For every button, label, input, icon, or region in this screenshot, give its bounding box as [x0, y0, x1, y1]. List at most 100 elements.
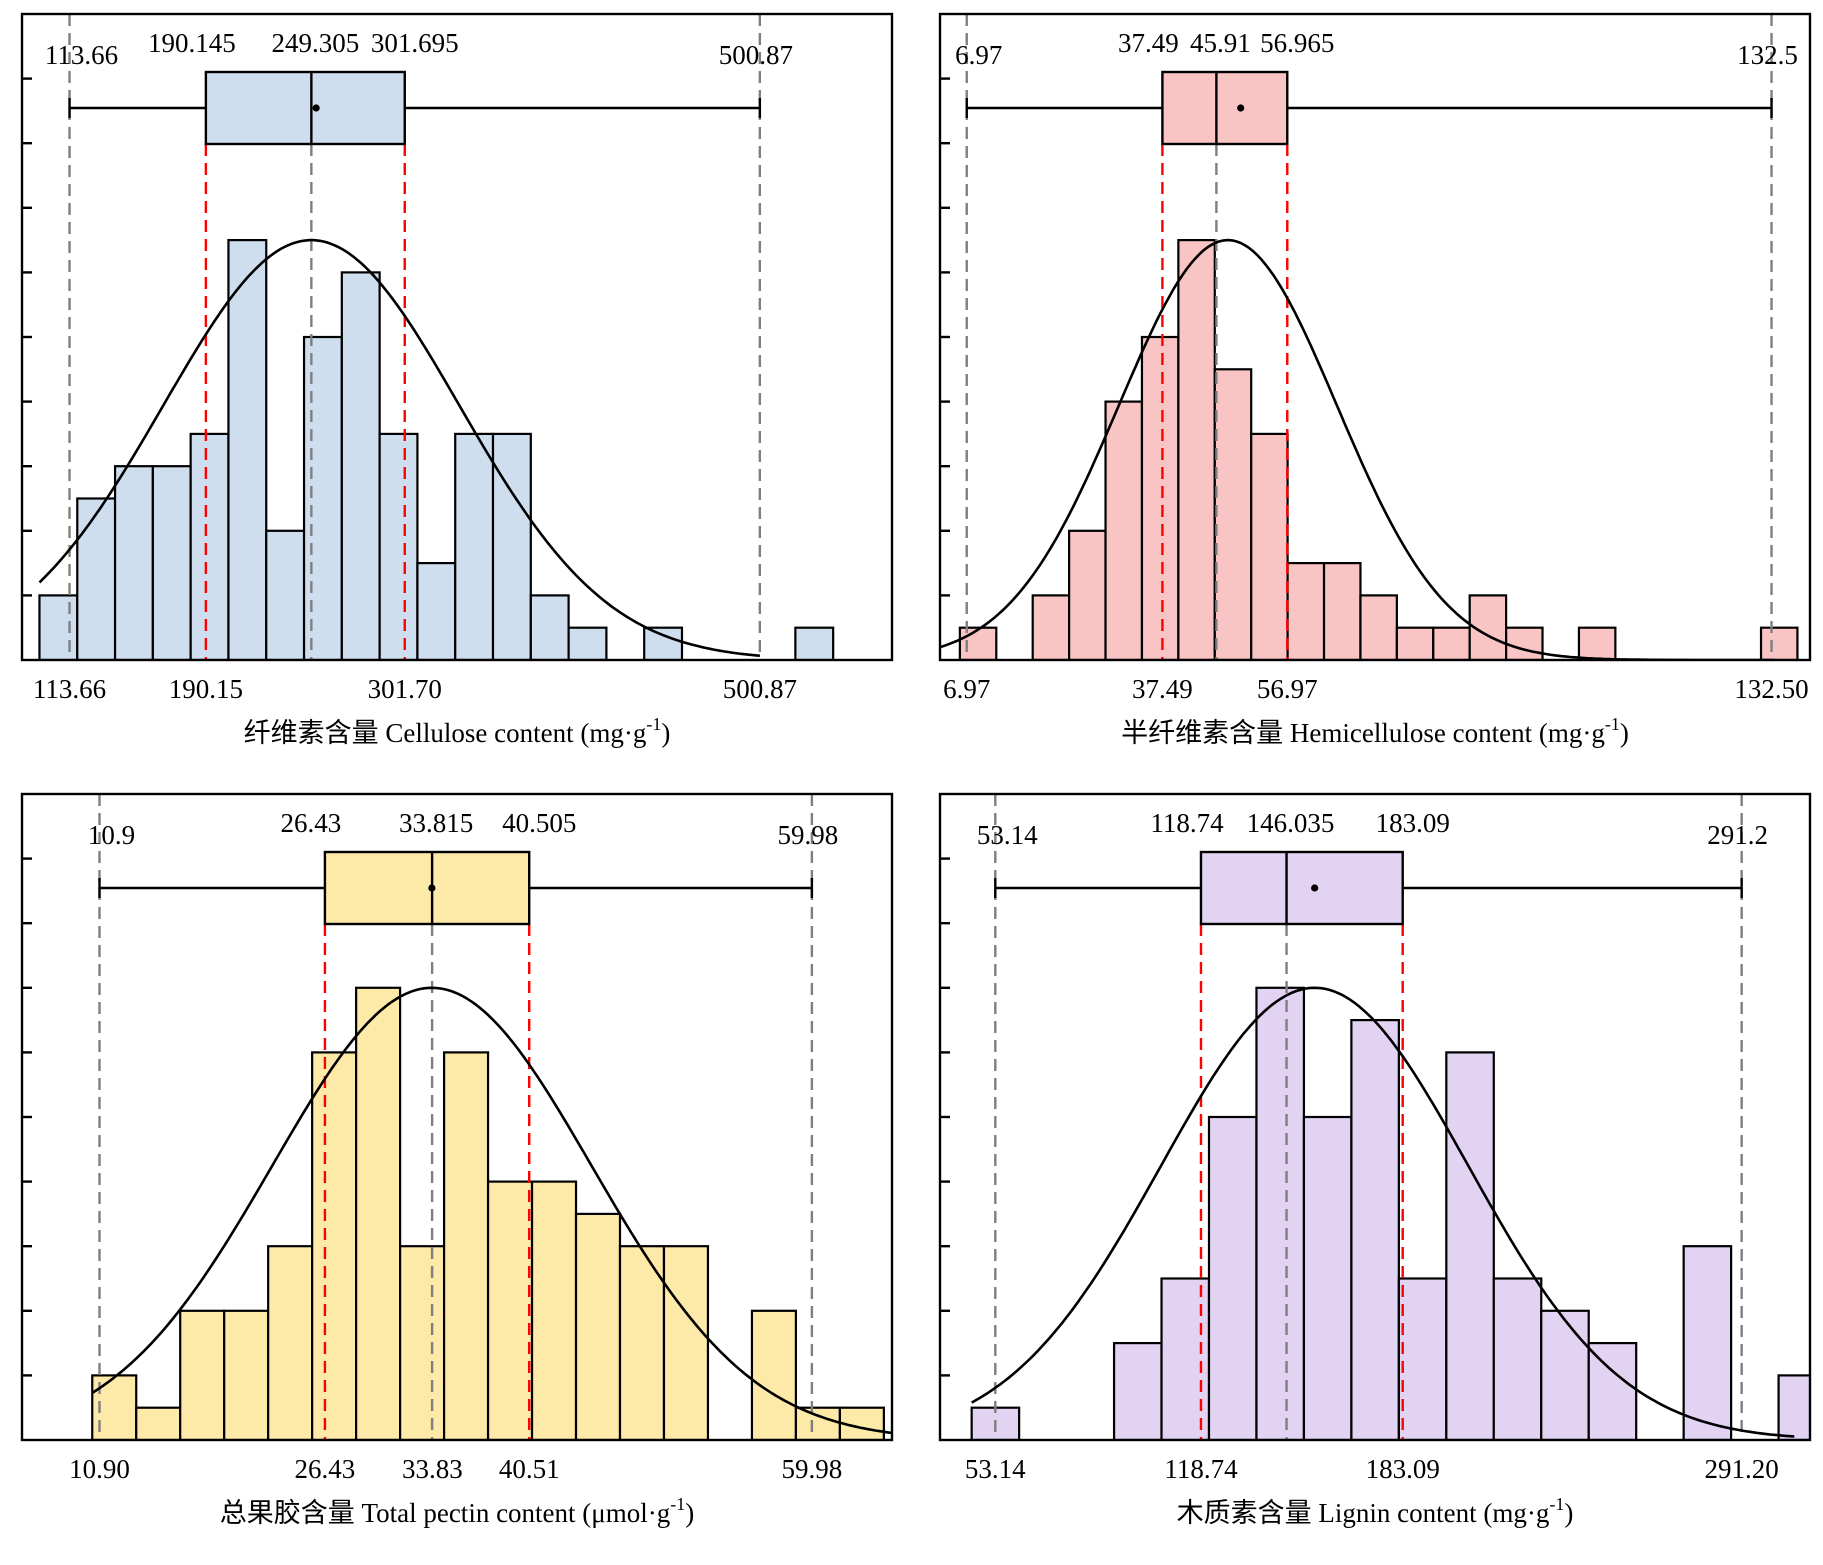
- boxplot: [994, 850, 1743, 926]
- whisker-low-label: 53.14: [977, 820, 1038, 850]
- histogram-bar: [1140, 335, 1180, 660]
- x-tick-label: 10.90: [69, 1454, 130, 1484]
- histogram-bar: [311, 1051, 358, 1440]
- histogram-bar: [1587, 1341, 1638, 1440]
- whisker-low-label: 10.9: [88, 820, 135, 850]
- histogram-bar: [794, 626, 835, 660]
- histogram-bar: [1031, 594, 1071, 660]
- histogram-bar: [1302, 1115, 1353, 1440]
- histogram-bar: [1255, 986, 1306, 1440]
- histogram-bars: [91, 986, 885, 1440]
- histogram-bar: [378, 432, 419, 660]
- histogram-bar: [794, 1406, 841, 1440]
- q3-label: 301.695: [371, 28, 459, 58]
- normal-curve: [38, 238, 761, 658]
- histogram-bar: [530, 1180, 578, 1440]
- histogram-bar: [1777, 1374, 1810, 1440]
- box: [1161, 70, 1289, 146]
- histogram-bar: [1213, 368, 1253, 660]
- x-tick-label: 6.97: [943, 674, 990, 704]
- median-label: 33.815: [399, 808, 473, 838]
- histogram-bar: [38, 594, 79, 660]
- histogram-bar: [1068, 529, 1107, 660]
- normal-curve: [971, 986, 1795, 1438]
- histogram-bars: [958, 239, 1799, 660]
- panel-1: 113.66 500.87 190.145 249.305 301.695 113.66 1…: [20, 12, 894, 748]
- histogram-bar: [113, 465, 154, 660]
- histogram-bar: [1445, 1051, 1495, 1440]
- histogram-bar: [1505, 626, 1544, 660]
- panel-2: 6.97 132.5 37.49 45.91 56.965 6.97 37.49 56.97 1…: [938, 12, 1812, 748]
- histogram-bar: [529, 594, 570, 660]
- histogram-bar: [1112, 1341, 1163, 1440]
- x-tick-label: 26.43: [295, 1454, 356, 1484]
- box: [323, 850, 531, 926]
- histogram-bar: [491, 432, 532, 660]
- whisker-high-label: 291.2: [1707, 820, 1768, 850]
- x-tick-label: 500.87: [723, 674, 797, 704]
- normal-curve: [91, 986, 892, 1435]
- q3-label: 183.09: [1376, 808, 1450, 838]
- histogram-bar: [189, 432, 230, 660]
- histogram-bar: [1286, 561, 1326, 660]
- histogram-bar: [223, 1309, 270, 1440]
- histogram-bar: [1395, 626, 1435, 660]
- x-tick-label: 190.15: [169, 674, 243, 704]
- x-tick-label: 113.66: [33, 674, 106, 704]
- x-tick-label: 56.97: [1257, 674, 1318, 704]
- histogram-bar: [486, 1180, 534, 1440]
- x-tick-label: 37.49: [1132, 674, 1193, 704]
- histogram-bar: [416, 561, 457, 660]
- histogram-bar: [1250, 432, 1289, 660]
- whisker-low-label: 6.97: [955, 40, 1002, 70]
- histogram-bar: [567, 626, 608, 660]
- boxplot: [68, 70, 762, 146]
- whisker-low-label: 113.66: [45, 40, 118, 70]
- histogram-bar: [340, 271, 381, 660]
- histogram-bar: [1540, 1309, 1590, 1440]
- x-axis-title: 木质素含量 Lignin content (mg·g-1): [1177, 1494, 1574, 1528]
- histogram-bar: [574, 1212, 622, 1440]
- histogram-bar: [151, 465, 192, 660]
- histogram-bar: [1160, 1277, 1211, 1440]
- histogram-bar: [958, 626, 998, 660]
- median-label: 146.035: [1247, 808, 1335, 838]
- histogram-bar: [1104, 400, 1144, 660]
- x-tick-label: 291.20: [1705, 1454, 1779, 1484]
- q3-label: 40.505: [502, 808, 576, 838]
- boxplot: [965, 70, 1773, 146]
- histogram-bar: [750, 1309, 798, 1440]
- histogram-bar: [1397, 1277, 1448, 1440]
- histogram-bar: [662, 1245, 710, 1440]
- histogram-bar: [227, 239, 268, 660]
- x-axis-title: 纤维素含量 Cellulose content (mg·g-1): [244, 714, 671, 748]
- x-tick-label: 301.70: [368, 674, 442, 704]
- x-axis-title: 总果胶含量 Total pectin content (μmol·g-1): [220, 1494, 695, 1528]
- histogram-bar: [302, 335, 343, 660]
- q1-label: 190.145: [148, 28, 236, 58]
- histogram-bar: [1322, 561, 1362, 660]
- whisker-high-label: 59.98: [778, 820, 839, 850]
- histogram-bar: [355, 986, 402, 1440]
- x-axis-title: 半纤维素含量 Hemicellulose content (mg·g-1): [1121, 714, 1629, 748]
- histogram-bar: [265, 529, 306, 660]
- median-label: 249.305: [271, 28, 359, 58]
- whisker-high-label: 500.87: [719, 40, 793, 70]
- histogram-bar: [643, 626, 684, 660]
- x-tick-label: 33.83: [402, 1454, 463, 1484]
- median-label: 45.91: [1190, 28, 1251, 58]
- x-tick-label: 183.09: [1366, 1454, 1440, 1484]
- histogram-bar: [1759, 626, 1799, 660]
- q1-label: 26.43: [281, 808, 342, 838]
- mean-marker: [1237, 104, 1245, 112]
- histogram-bar: [1177, 239, 1216, 660]
- q1-label: 118.74: [1150, 808, 1224, 838]
- histogram-bar: [1577, 626, 1617, 660]
- x-tick-label: 40.51: [499, 1454, 560, 1484]
- x-tick-label: 53.14: [965, 1454, 1026, 1484]
- box: [204, 70, 406, 146]
- histogram-bar: [1432, 626, 1471, 660]
- x-tick-label: 118.74: [1164, 1454, 1238, 1484]
- histogram-bar: [442, 1051, 490, 1440]
